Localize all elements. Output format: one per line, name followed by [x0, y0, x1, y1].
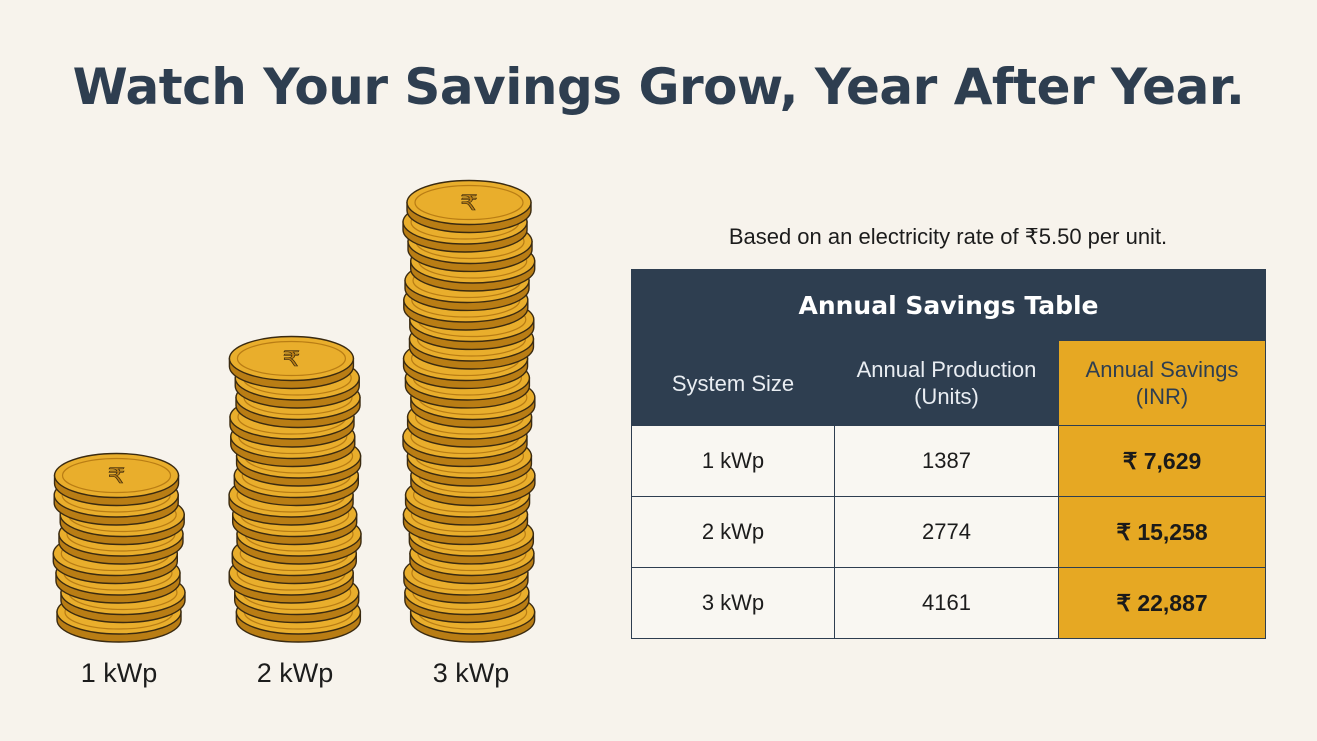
cell-system-size: 3 kWp	[631, 567, 835, 639]
cell-production: 4161	[834, 567, 1059, 639]
col-header-line1: System Size	[671, 370, 795, 396]
cell-savings: ₹ 15,258	[1058, 496, 1266, 568]
table-title: Annual Savings Table	[631, 269, 1266, 341]
col-header-annual-production: Annual Production (Units)	[834, 340, 1059, 426]
cell-system-size: 1 kWp	[631, 425, 835, 497]
col-header-line1: Annual Production	[856, 357, 1037, 382]
col-header-line2: (Units)	[914, 384, 979, 409]
col-header-annual-savings: Annual Savings (INR)	[1058, 340, 1266, 426]
rupee-symbol: ₹	[283, 346, 301, 371]
col-header-line2: (INR)	[1135, 384, 1189, 409]
col-header-system-size: System Size	[631, 340, 835, 426]
cell-savings: ₹ 22,887	[1058, 567, 1266, 639]
cell-production: 1387	[834, 425, 1059, 497]
annual-savings-table: Annual Savings Table System Size Annual …	[631, 269, 1266, 639]
stack-label-2kwp: 2 kWp	[256, 658, 334, 688]
coin-stacks-illustration: ₹ ₹ ₹	[52, 179, 536, 643]
table-row: 1 kWp 1387 ₹ 7,629	[631, 425, 1266, 497]
col-header-line1: Annual Savings	[1085, 357, 1239, 382]
coin-stack-2: ₹	[228, 335, 362, 643]
rupee-symbol: ₹	[460, 190, 478, 215]
coin	[406, 179, 532, 234]
coin-stack-3: ₹	[402, 179, 536, 643]
cell-system-size: 2 kWp	[631, 496, 835, 568]
rate-note: Based on an electricity rate of ₹5.50 pe…	[728, 224, 1168, 249]
rupee-symbol: ₹	[108, 463, 126, 488]
cell-savings: ₹ 7,629	[1058, 425, 1266, 497]
table-row: 3 kWp 4161 ₹ 22,887	[631, 567, 1266, 639]
coin-stack-1: ₹	[52, 452, 186, 643]
page-headline: Watch Your Savings Grow, Year After Year…	[72, 58, 1245, 116]
stack-label-1kwp: 1 kWp	[80, 658, 158, 688]
cell-production: 2774	[834, 496, 1059, 568]
table-row: 2 kWp 2774 ₹ 15,258	[631, 496, 1266, 568]
coin	[53, 452, 180, 507]
coin	[228, 335, 355, 390]
stack-label-3kwp: 3 kWp	[432, 658, 510, 688]
